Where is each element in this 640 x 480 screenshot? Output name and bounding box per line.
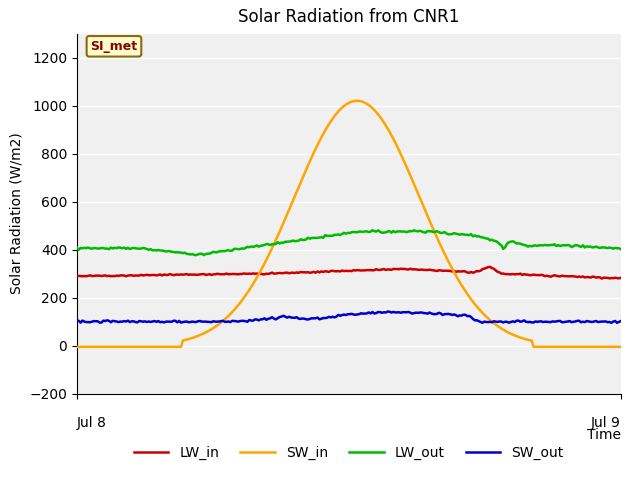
LW_out bbox=[556, 243, 564, 249]
SW_in bbox=[572, 344, 579, 349]
Line: SW_out: SW_out bbox=[77, 312, 621, 323]
LW_in bbox=[532, 272, 540, 278]
LW_out bbox=[120, 245, 128, 251]
SW_out bbox=[556, 318, 564, 324]
Line: SW_in: SW_in bbox=[77, 101, 621, 347]
LW_in bbox=[541, 273, 549, 279]
Line: LW_in: LW_in bbox=[77, 267, 621, 278]
LW_out bbox=[543, 242, 550, 248]
SW_in bbox=[541, 344, 549, 349]
LW_in bbox=[120, 273, 128, 278]
LW_in bbox=[348, 268, 355, 274]
LW_in bbox=[572, 274, 579, 279]
LW_in bbox=[554, 274, 562, 279]
SW_out bbox=[617, 318, 625, 324]
LW_in bbox=[73, 273, 81, 279]
SW_out bbox=[73, 319, 81, 324]
Y-axis label: Solar Radiation (W/m2): Solar Radiation (W/m2) bbox=[10, 133, 24, 294]
LW_out bbox=[193, 252, 200, 258]
LW_out bbox=[573, 242, 581, 248]
LW_out bbox=[617, 246, 625, 252]
Text: Jul 9: Jul 9 bbox=[591, 416, 621, 431]
SW_in bbox=[554, 344, 562, 349]
SW_out bbox=[348, 311, 355, 317]
SW_in bbox=[353, 98, 361, 104]
Text: Jul 8: Jul 8 bbox=[77, 416, 107, 431]
LW_in bbox=[486, 264, 494, 270]
LW_in bbox=[598, 276, 605, 281]
Text: Time: Time bbox=[587, 428, 621, 443]
Text: SI_met: SI_met bbox=[90, 40, 138, 53]
LW_out bbox=[534, 243, 541, 249]
SW_out bbox=[120, 318, 128, 324]
SW_out bbox=[384, 309, 392, 314]
LW_in bbox=[617, 275, 625, 281]
SW_out bbox=[573, 318, 581, 324]
LW_out bbox=[369, 228, 376, 233]
SW_in bbox=[617, 344, 625, 349]
SW_in bbox=[73, 344, 81, 349]
LW_out bbox=[73, 245, 81, 251]
Legend: LW_in, SW_in, LW_out, SW_out: LW_in, SW_in, LW_out, SW_out bbox=[128, 441, 570, 466]
SW_in bbox=[532, 344, 540, 349]
SW_out bbox=[479, 320, 486, 325]
SW_out bbox=[543, 319, 550, 324]
SW_in bbox=[120, 344, 128, 349]
SW_in bbox=[348, 99, 355, 105]
LW_out bbox=[349, 229, 357, 235]
SW_out bbox=[534, 319, 541, 325]
Line: LW_out: LW_out bbox=[77, 230, 621, 255]
Title: Solar Radiation from CNR1: Solar Radiation from CNR1 bbox=[238, 9, 460, 26]
